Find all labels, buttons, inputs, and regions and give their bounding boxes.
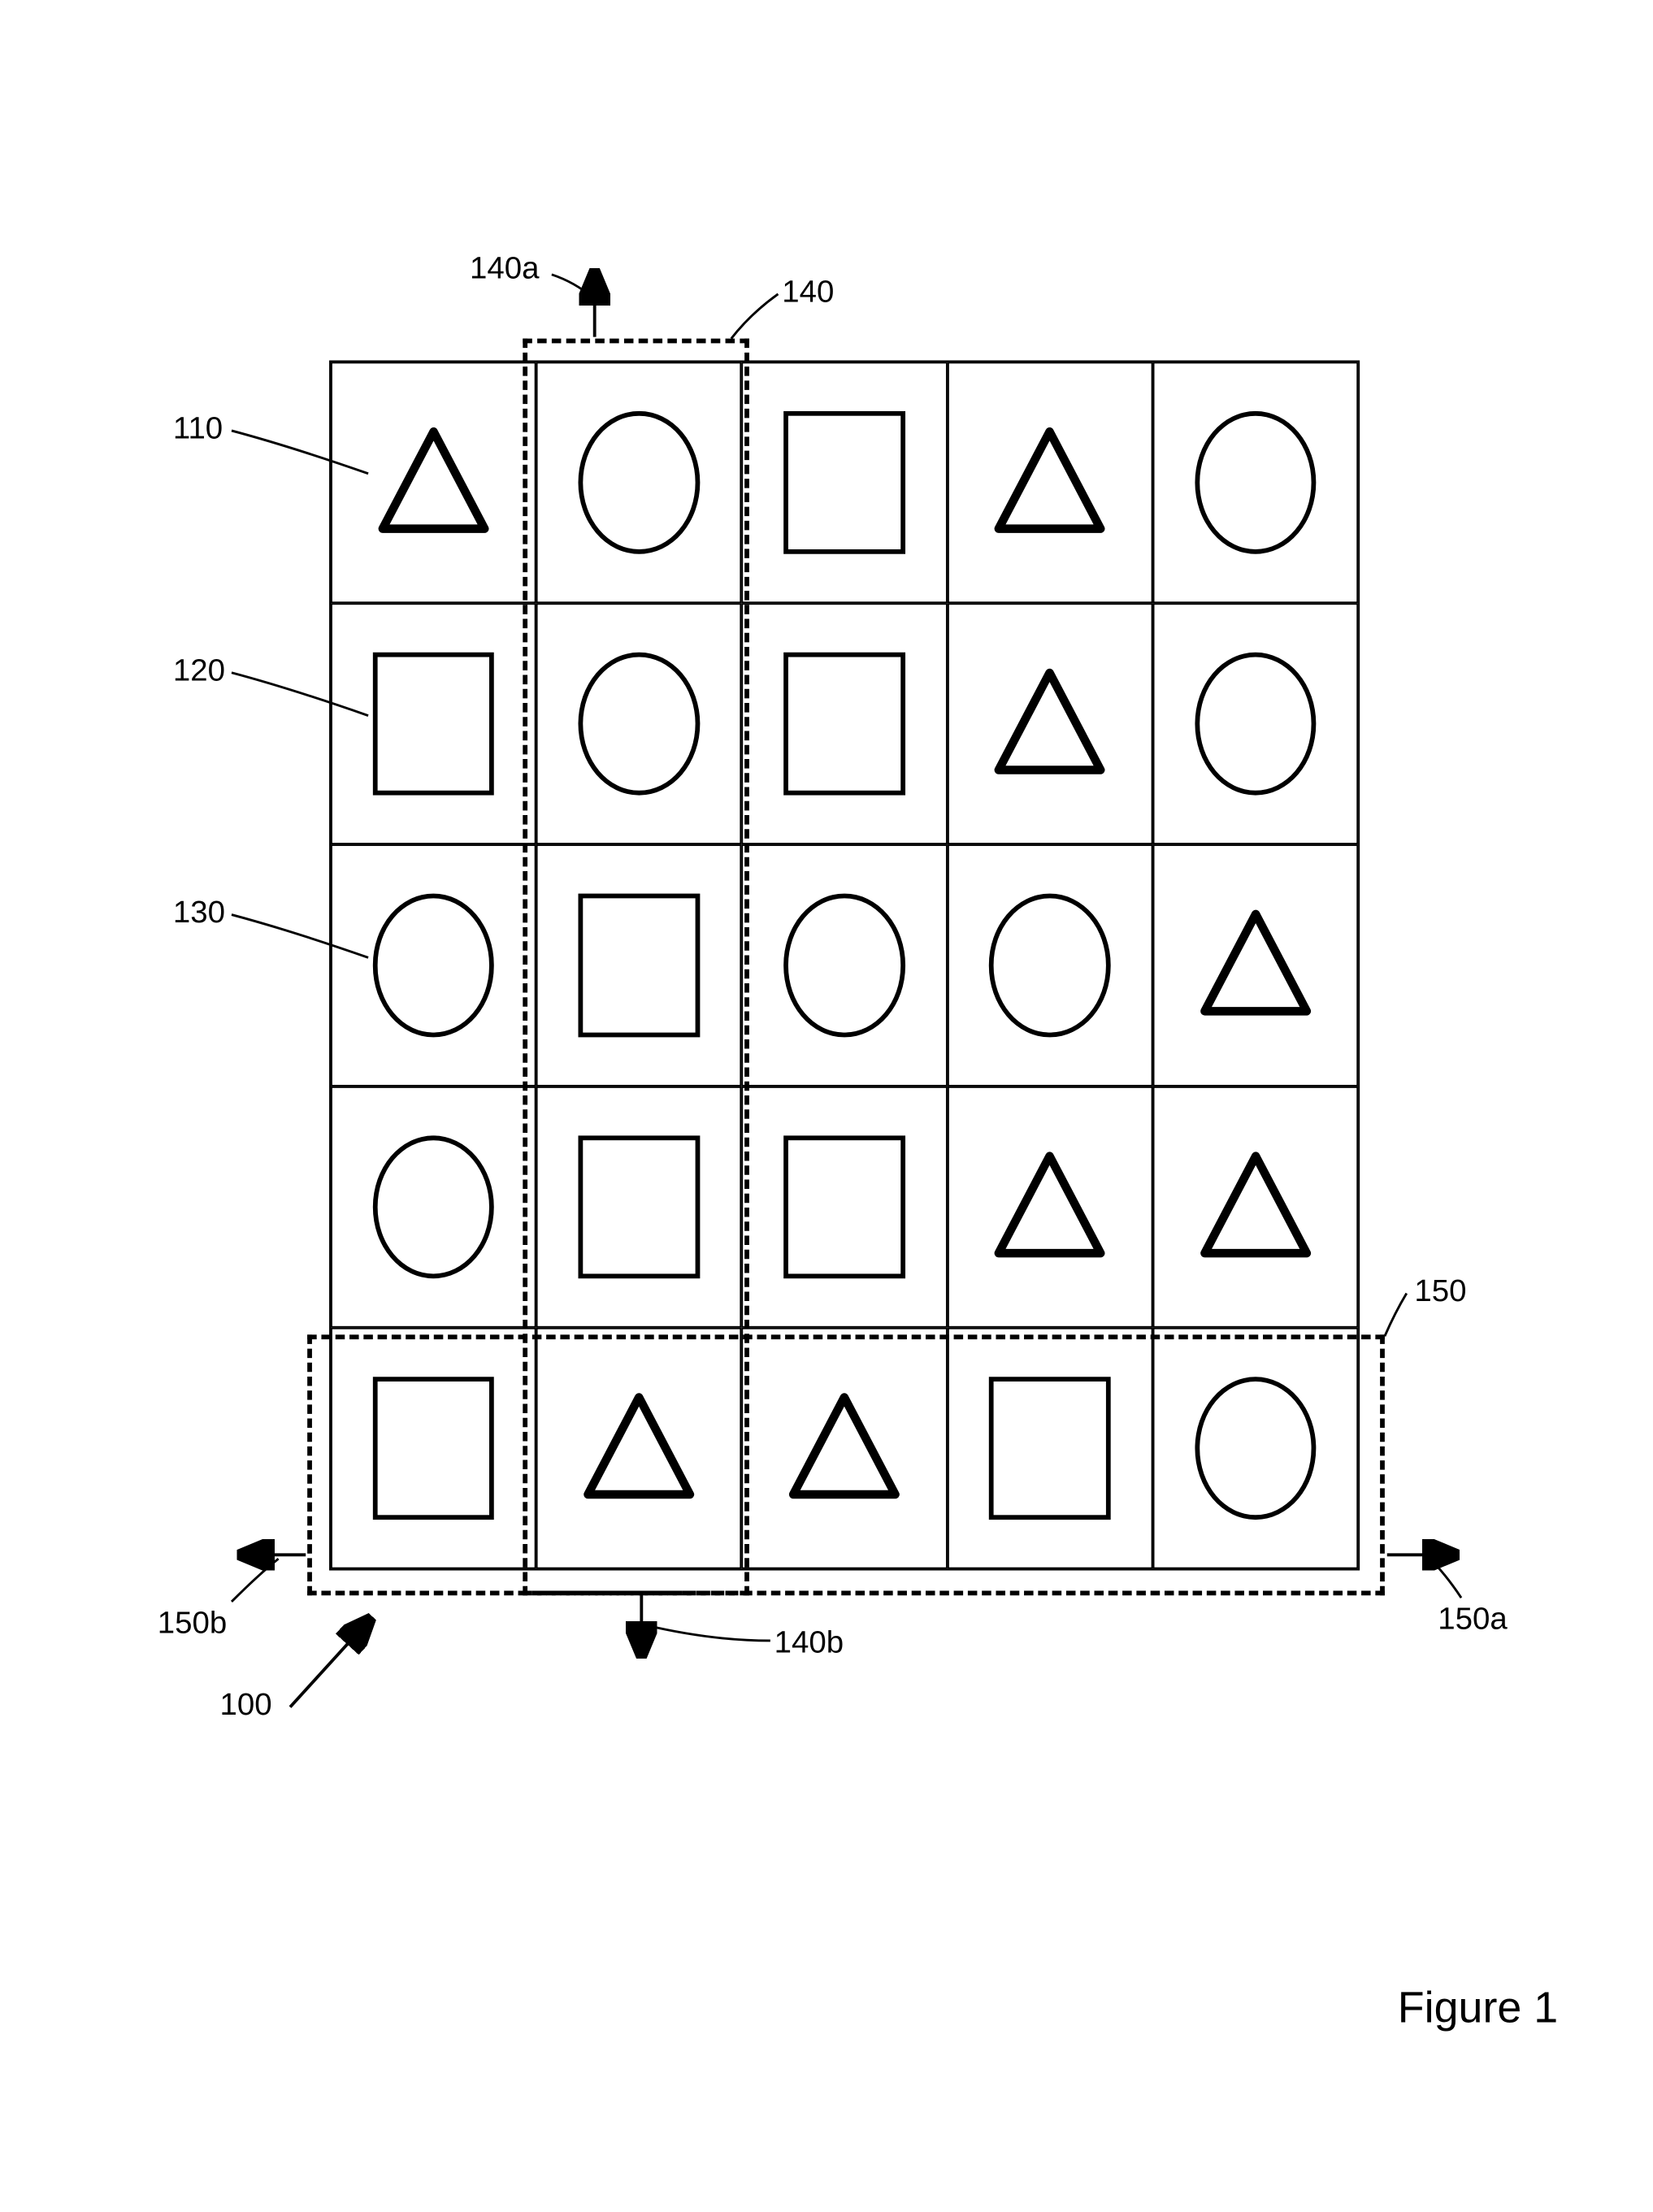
label-150b: 150b xyxy=(158,1606,227,1641)
figure-caption: Figure 1 xyxy=(1398,1982,1558,2032)
label-100: 100 xyxy=(220,1688,272,1723)
label-140a: 140a xyxy=(470,251,539,286)
label-150a: 150a xyxy=(1438,1602,1507,1637)
label-120: 120 xyxy=(173,653,225,688)
diagram-canvas: 100 110 120 130 140 140a 140b 150 150a 1… xyxy=(33,33,1620,2095)
label-140b: 140b xyxy=(774,1625,844,1660)
leader-overlay xyxy=(33,33,1620,2095)
label-140: 140 xyxy=(782,275,834,310)
label-130: 130 xyxy=(173,896,225,930)
label-110: 110 xyxy=(173,411,223,446)
label-150: 150 xyxy=(1414,1273,1466,1308)
